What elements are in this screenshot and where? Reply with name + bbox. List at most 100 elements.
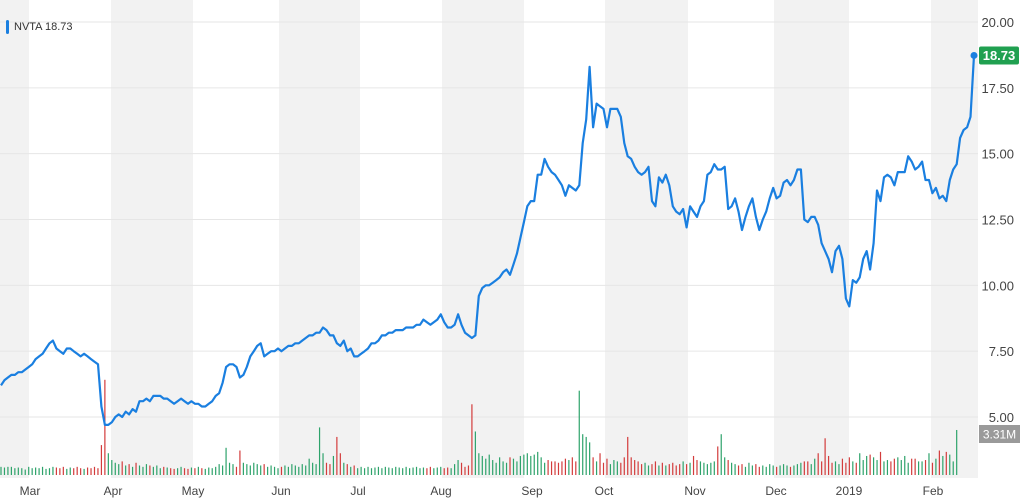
volume-bar: [395, 466, 397, 475]
volume-bar: [945, 451, 947, 475]
y-tick-label: 5.00: [989, 410, 1014, 425]
x-tick-label: Aug: [430, 484, 451, 498]
volume-bar: [318, 427, 321, 475]
volume-bar: [138, 465, 141, 475]
volume-bar: [637, 461, 639, 475]
y-tick-label: 10.00: [981, 278, 1014, 293]
volume-bar: [821, 461, 823, 475]
x-tick-label: Sep: [521, 484, 543, 498]
volume-bar: [866, 455, 868, 475]
legend[interactable]: NVTA 18.73: [6, 20, 73, 34]
volume-bar: [391, 468, 393, 475]
volume-bar: [10, 466, 12, 475]
volume-bar: [398, 467, 400, 475]
volume-bar: [267, 466, 269, 475]
volume-bar: [156, 465, 158, 475]
volume-bar: [114, 462, 116, 475]
volume-bar: [509, 457, 511, 475]
volume-bar: [734, 464, 736, 475]
volume-bar: [166, 467, 168, 475]
volume-bar: [672, 462, 674, 475]
volume-bar: [564, 458, 567, 475]
volume-bar: [817, 453, 819, 475]
volume-bar: [786, 465, 788, 475]
volume-bar: [440, 466, 442, 475]
volume-bar: [7, 466, 9, 475]
volume-bar: [765, 466, 767, 475]
volume-bar: [145, 464, 148, 475]
y-tick-label: 7.50: [989, 344, 1014, 359]
volume-bar: [592, 457, 594, 475]
volume-bar: [699, 461, 702, 475]
x-tick-label: Oct: [595, 484, 614, 498]
volume-bar: [827, 455, 830, 475]
volume-bar: [942, 455, 944, 475]
volume-bar: [131, 466, 134, 475]
volume-bar: [602, 462, 605, 475]
volume-bar: [911, 458, 913, 475]
volume-bar: [668, 464, 670, 475]
volume-bar: [107, 453, 109, 475]
volume-bar: [301, 464, 303, 475]
volume-bar: [654, 461, 657, 475]
volume-bar: [52, 466, 54, 475]
volume-bar: [561, 461, 563, 475]
volume-bar: [585, 436, 587, 475]
volume-bar: [651, 464, 653, 475]
volume-bar: [308, 458, 310, 475]
volume-bar: [159, 468, 161, 475]
volume-bar: [287, 466, 289, 475]
volume-bar: [956, 429, 958, 475]
volume-bar: [374, 467, 376, 475]
volume-bar: [741, 464, 743, 475]
volume-bar: [14, 468, 16, 475]
volume-bar: [263, 464, 265, 475]
volume-bar: [294, 465, 296, 475]
last-price-label: 18.73: [983, 48, 1016, 63]
volume-bar: [315, 464, 317, 475]
volume-bar: [100, 445, 103, 475]
volume-bar: [928, 453, 930, 475]
volume-bar: [599, 453, 601, 475]
volume-bar: [838, 464, 840, 475]
volume-bar: [142, 466, 144, 475]
volume-bar: [872, 457, 875, 475]
volume-bar: [76, 466, 78, 475]
volume-bar: [689, 462, 691, 475]
volume-bar: [879, 451, 882, 475]
volume-bar: [762, 465, 764, 475]
volume-bar: [149, 465, 151, 475]
volume-bar: [852, 461, 854, 475]
volume-bar: [433, 468, 435, 475]
volume-bar: [935, 458, 937, 475]
volume-bar: [232, 464, 234, 475]
volume-bar: [914, 458, 916, 475]
volume-bar: [634, 460, 636, 475]
volume-bar: [505, 462, 508, 475]
volume-bar: [270, 465, 272, 475]
volume-bar: [900, 460, 902, 475]
volume-bar: [793, 465, 795, 475]
y-tick-label: 20.00: [981, 15, 1014, 30]
volume-bar: [682, 461, 684, 475]
volume-bar: [502, 461, 504, 475]
volume-bar: [367, 466, 369, 475]
volume-bar: [886, 460, 889, 475]
volume-bar: [90, 468, 92, 475]
volume-bar: [952, 461, 954, 475]
volume-bar: [426, 468, 428, 475]
volume-bar: [225, 447, 227, 475]
volume-bar: [343, 462, 345, 475]
volume-bar: [125, 465, 127, 475]
volume-bar: [623, 457, 625, 475]
volume-bar: [17, 467, 19, 475]
volume-bar: [305, 465, 307, 475]
volume-bar: [679, 464, 681, 475]
volume-bar: [69, 467, 71, 475]
volume-bar: [415, 466, 418, 475]
volume-bar: [537, 451, 539, 475]
volume-bar: [350, 466, 352, 475]
volume-bar: [640, 464, 643, 475]
volume-bar: [346, 464, 348, 475]
